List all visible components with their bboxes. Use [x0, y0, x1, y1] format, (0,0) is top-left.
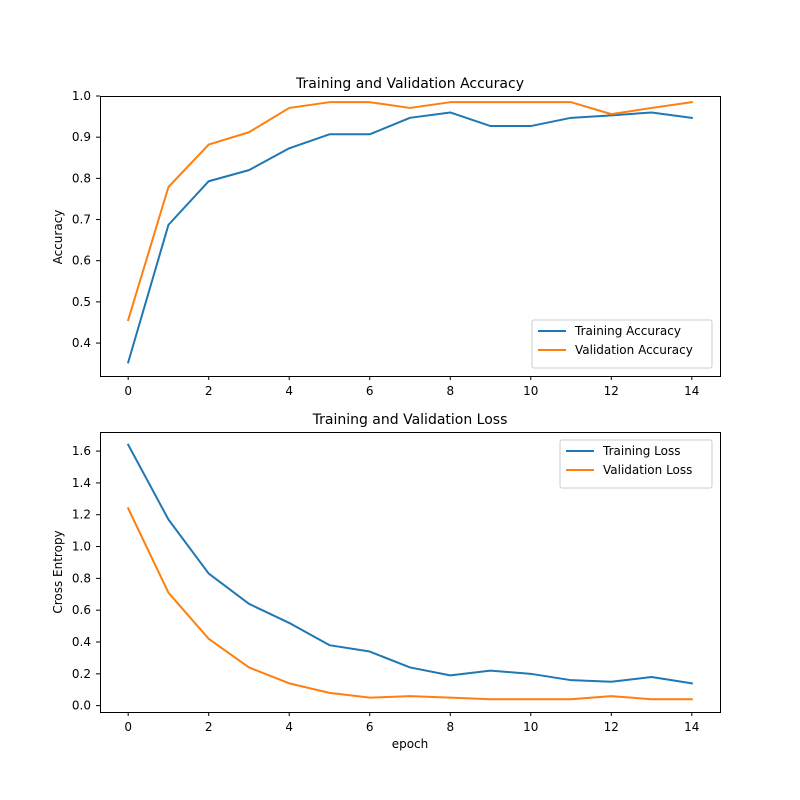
loss-chart-title: Training and Validation Loss	[312, 412, 508, 428]
loss-legend: Training Loss Validation Loss	[559, 439, 713, 489]
loss-x-tick-label: 14	[684, 720, 699, 734]
loss-y-tick-label: 0.2	[72, 667, 91, 681]
loss-y-tick-label: 0.0	[72, 699, 91, 713]
accuracy-x-tick-label: 6	[366, 384, 374, 398]
loss-x-tick-label: 12	[604, 720, 619, 734]
accuracy-plot-area: 0 2 4 6 8 10 12 14 0.4 0.5 0.6 0.7 0.8 0.9 1.0 Training…	[72, 89, 713, 398]
loss-legend-box	[559, 439, 713, 489]
accuracy-x-tick-label: 14	[684, 384, 699, 398]
accuracy-y-tick-label: 0.4	[72, 336, 91, 350]
accuracy-legend-box	[531, 319, 713, 369]
loss-x-tick-label: 10	[523, 720, 538, 734]
accuracy-x-tick-label: 2	[205, 384, 213, 398]
accuracy-series-line-validation-accuracy	[126, 101, 693, 322]
loss-x-tick-label: 0	[124, 720, 132, 734]
accuracy-y-tick-label: 0.7	[72, 213, 91, 227]
accuracy-y-tick-label: 0.8	[72, 171, 91, 185]
accuracy-legend: Training Accuracy Validation Accuracy	[531, 319, 713, 369]
loss-legend-label: Training Loss	[602, 444, 680, 458]
accuracy-legend-label: Validation Accuracy	[575, 343, 693, 357]
accuracy-x-tick-label: 12	[604, 384, 619, 398]
loss-axes-frame	[100, 432, 721, 713]
loss-y-tick-label: 0.6	[72, 603, 91, 617]
accuracy-axes-frame	[100, 96, 721, 377]
accuracy-y-tick-label: 0.9	[72, 130, 91, 144]
accuracy-y-tick-label: 0.5	[72, 295, 91, 309]
accuracy-x-tick-label: 0	[124, 384, 132, 398]
accuracy-x-tick-label: 10	[523, 384, 538, 398]
accuracy-chart-title: Training and Validation Accuracy	[295, 76, 524, 92]
loss-y-tick-label: 1.2	[72, 508, 91, 522]
loss-x-axis-label: epoch	[392, 737, 429, 751]
loss-plot-area: 0 2 4 6 8 10 12 14 0.0 0.2 0.4 0.6 0.8 1.0 1.2 1.4 1.6 Tr…	[72, 439, 713, 734]
loss-x-tick-label: 2	[205, 720, 213, 734]
loss-x-tick-label: 8	[446, 720, 454, 734]
loss-legend-label: Validation Loss	[603, 463, 692, 477]
accuracy-y-tick-label: 0.6	[72, 254, 91, 268]
accuracy-chart: Training and Validation Accuracy Accurac…	[51, 76, 721, 398]
accuracy-y-axis-label: Accuracy	[51, 210, 65, 265]
loss-x-tick-label: 6	[366, 720, 374, 734]
loss-y-tick-label: 0.4	[72, 635, 91, 649]
loss-y-tick-label: 1.4	[72, 476, 91, 490]
accuracy-x-tick-label: 4	[285, 384, 293, 398]
loss-y-tick-label: 1.0	[72, 540, 91, 554]
accuracy-y-tick-label: 1.0	[72, 89, 91, 103]
loss-y-tick-label: 0.8	[72, 571, 91, 585]
loss-y-axis-label: Cross Entropy	[51, 530, 65, 613]
accuracy-series-line-training-accuracy	[126, 111, 693, 364]
accuracy-legend-label: Training Accuracy	[574, 324, 681, 338]
loss-x-tick-label: 4	[285, 720, 293, 734]
loss-chart: Training and Validation Loss Cross Entro…	[51, 412, 721, 751]
loss-series-line-training-loss	[126, 443, 693, 685]
loss-y-tick-label: 1.6	[72, 444, 91, 458]
accuracy-x-tick-label: 8	[446, 384, 454, 398]
loss-series-line-validation-loss	[126, 507, 693, 701]
